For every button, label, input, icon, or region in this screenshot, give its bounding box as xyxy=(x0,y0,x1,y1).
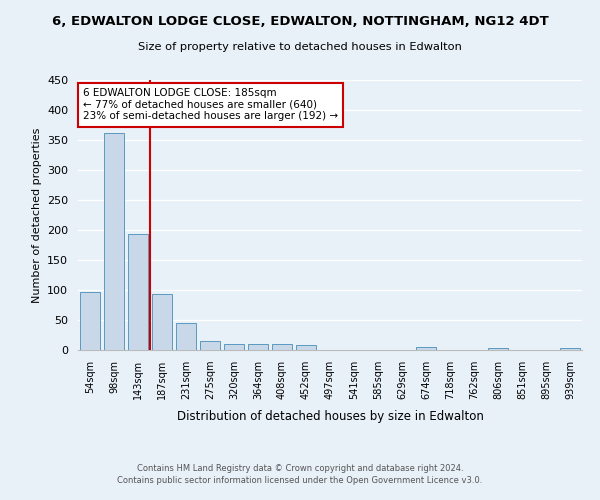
Bar xyxy=(488,348,508,350)
Text: Contains HM Land Registry data © Crown copyright and database right 2024.
Contai: Contains HM Land Registry data © Crown c… xyxy=(118,464,482,485)
Bar xyxy=(296,345,316,350)
Bar xyxy=(416,347,436,350)
Bar xyxy=(80,292,100,350)
Bar xyxy=(560,348,580,350)
Bar xyxy=(224,344,244,350)
Bar xyxy=(128,234,148,350)
Text: 6, EDWALTON LODGE CLOSE, EDWALTON, NOTTINGHAM, NG12 4DT: 6, EDWALTON LODGE CLOSE, EDWALTON, NOTTI… xyxy=(52,15,548,28)
Bar xyxy=(248,344,268,350)
Text: 6 EDWALTON LODGE CLOSE: 185sqm
← 77% of detached houses are smaller (640)
23% of: 6 EDWALTON LODGE CLOSE: 185sqm ← 77% of … xyxy=(83,88,338,122)
Bar xyxy=(152,294,172,350)
Text: Size of property relative to detached houses in Edwalton: Size of property relative to detached ho… xyxy=(138,42,462,52)
X-axis label: Distribution of detached houses by size in Edwalton: Distribution of detached houses by size … xyxy=(176,410,484,424)
Bar xyxy=(176,323,196,350)
Bar xyxy=(200,341,220,350)
Bar xyxy=(272,344,292,350)
Bar xyxy=(104,133,124,350)
Y-axis label: Number of detached properties: Number of detached properties xyxy=(32,128,41,302)
